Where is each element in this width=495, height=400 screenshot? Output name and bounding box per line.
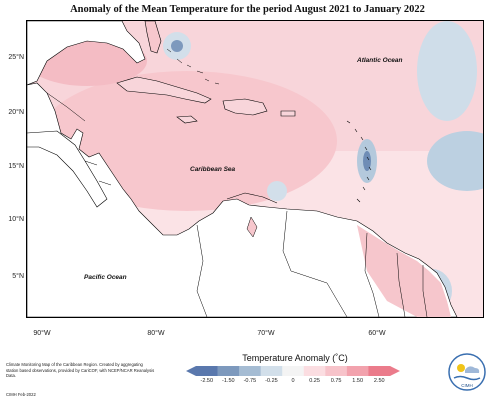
north-america-land	[27, 21, 146, 86]
x-tick-60w: 60°W	[368, 330, 386, 337]
colorbar-cell	[325, 366, 348, 376]
colorbar	[186, 366, 400, 376]
colorbar-label: 2.50	[373, 378, 385, 384]
colorbar-label: 0.25	[309, 378, 320, 384]
y-tick-25n: 25°N	[8, 54, 24, 61]
colorbar-cell	[217, 366, 240, 376]
logo-text: CIMH	[461, 383, 473, 388]
caribbean-sea-label: Caribbean Sea	[190, 166, 236, 173]
central-south-america-land	[27, 82, 458, 317]
country-borders	[46, 92, 428, 317]
colorbar-label: -1.50	[222, 378, 235, 384]
x-tick-80w: 80°W	[147, 330, 165, 337]
anomaly-east-cool	[427, 131, 483, 191]
colorbar-low-arrow	[186, 366, 196, 376]
colorbar-label: 0.75	[330, 378, 342, 384]
colorbar-cell	[346, 366, 369, 376]
y-tick-15n: 15°N	[8, 163, 24, 170]
colorbar-cells	[196, 366, 391, 376]
colorbar-label: 1.50	[352, 378, 364, 384]
colorbar-title: Temperature Anomaly (˚C)	[242, 353, 348, 363]
colorbar-cell	[260, 366, 283, 376]
colorbar-cell	[196, 366, 218, 376]
colorbar-high-arrow	[390, 366, 400, 376]
atlantic-ocean-label: Atlantic Ocean	[356, 57, 403, 64]
credit-date: CIMH Feb-2022	[6, 392, 36, 397]
colorbar-cell	[282, 366, 305, 376]
anomaly-atlantic-cool	[417, 21, 477, 121]
map-title: Anomaly of the Mean Temperature for the …	[70, 4, 425, 15]
lake-maracaibo	[246, 216, 258, 238]
cuba-island	[116, 76, 212, 104]
y-tick-10n: 10°N	[8, 216, 24, 223]
temperature-anomaly-map: Atlantic Ocean Caribbean Sea Pacific Oce…	[27, 21, 483, 317]
colorbar-label: 0	[291, 378, 295, 384]
y-tick-20n: 20°N	[8, 109, 24, 116]
colorbar-cell	[239, 366, 261, 376]
colorbar-label: -0.25	[265, 378, 278, 384]
puerto-rico-island	[280, 110, 296, 117]
hispaniola-island	[222, 98, 268, 116]
central-america-isthmus	[27, 130, 108, 208]
colorbar-cell	[303, 366, 326, 376]
cimh-logo: CIMH	[448, 353, 486, 391]
lesser-antilles-islands	[346, 120, 372, 203]
guianas-warm-land	[357, 225, 451, 317]
map-panel: Atlantic Ocean Caribbean Sea Pacific Oce…	[26, 20, 484, 318]
x-tick-70w: 70°W	[257, 330, 275, 337]
x-tick-90w: 90°W	[33, 330, 51, 337]
credit-text: Climate Monitoring Map of the Caribbean …	[6, 362, 155, 378]
colorbar-label: -2.50	[200, 378, 214, 384]
florida-land	[144, 21, 162, 54]
colorbar-cell	[368, 366, 391, 376]
bahamas-islands	[166, 48, 220, 85]
jamaica-island	[176, 115, 198, 124]
pacific-ocean-label: Pacific Ocean	[84, 274, 127, 281]
y-tick-5n: 5°N	[12, 273, 24, 280]
colorbar-label: -0.75	[243, 378, 257, 384]
